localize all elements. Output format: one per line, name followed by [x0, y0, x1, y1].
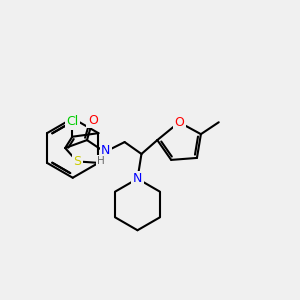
Text: N: N	[133, 172, 142, 185]
Text: O: O	[174, 116, 184, 129]
Text: S: S	[73, 155, 81, 168]
Text: O: O	[88, 114, 98, 127]
Text: H: H	[97, 156, 105, 166]
Text: Cl: Cl	[66, 116, 78, 128]
Text: N: N	[101, 145, 110, 158]
